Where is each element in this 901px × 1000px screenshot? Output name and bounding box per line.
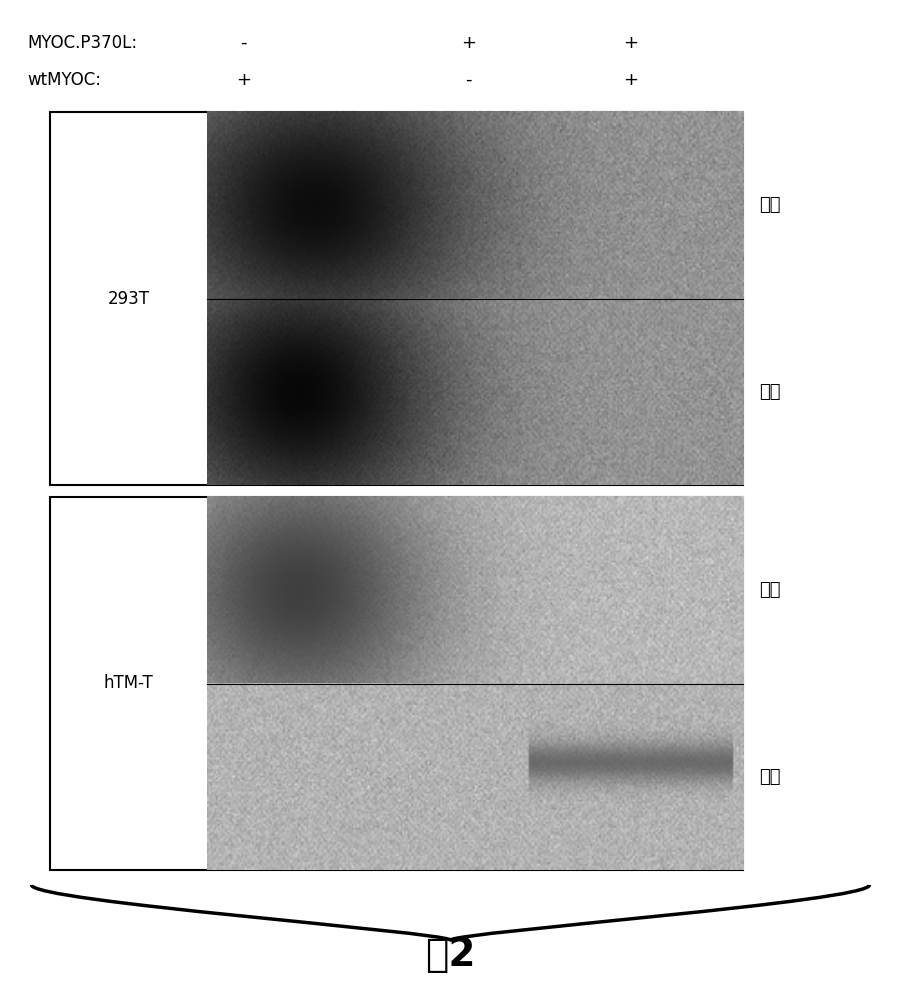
Bar (50, 497, 743, 870)
Text: -: - (240, 34, 247, 52)
Text: 介质: 介质 (760, 196, 781, 214)
Text: wtMYOC:: wtMYOC: (27, 71, 101, 89)
Text: +: + (236, 71, 250, 89)
Text: 图2: 图2 (425, 936, 476, 974)
Text: MYOC.P370L:: MYOC.P370L: (27, 34, 137, 52)
Text: +: + (623, 71, 638, 89)
Text: 293T: 293T (107, 290, 150, 308)
Bar (50, 112, 743, 485)
Text: 细胞: 细胞 (760, 383, 781, 401)
Text: +: + (461, 34, 476, 52)
Text: +: + (623, 34, 638, 52)
Text: 细胞: 细胞 (760, 768, 781, 786)
Text: -: - (465, 71, 472, 89)
Text: hTM-T: hTM-T (104, 674, 153, 692)
Text: 介质: 介质 (760, 581, 781, 599)
